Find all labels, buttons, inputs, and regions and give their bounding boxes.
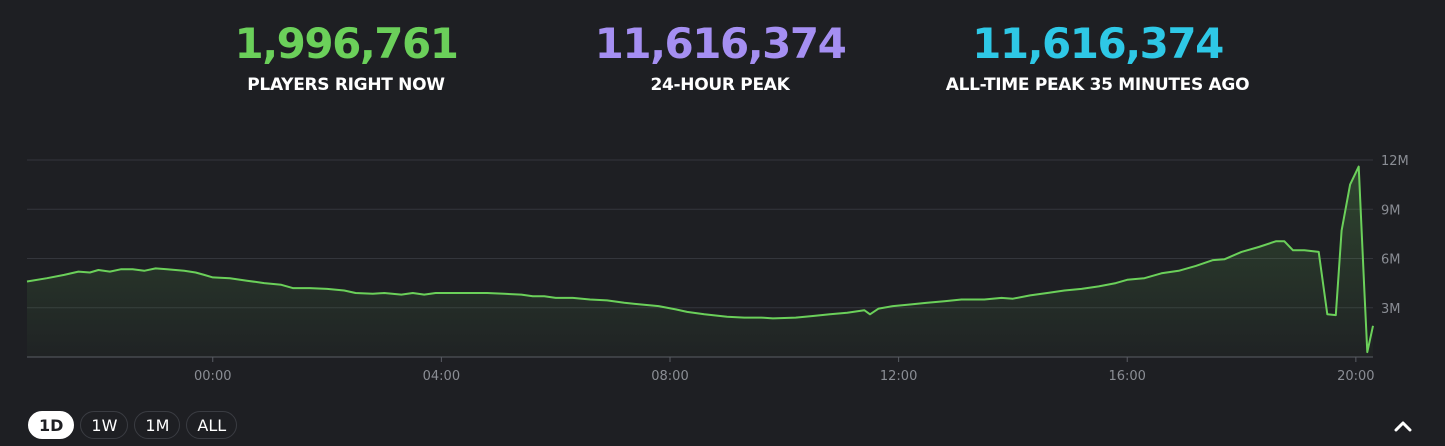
y-tick-label: 9M — [1381, 203, 1401, 218]
player-count-chart: 00:00 04:00 08:00 12:00 16:00 20:00 12M 9M 6M 3M — [26, 154, 1409, 384]
players-now-label: PLAYERS RIGHT NOW — [247, 75, 445, 95]
chart-area-layer — [27, 166, 1373, 357]
player-count-area — [27, 166, 1373, 357]
all-time-peak-stat: 11,616,374 ALL-TIME PEAK 35 MINUTES AGO — [935, 18, 1260, 95]
y-tick-label: 12M — [1381, 154, 1409, 169]
y-axis: 12M 9M 6M 3M — [1381, 154, 1409, 317]
x-tick-label: 08:00 — [651, 369, 688, 384]
peak-24h-label: 24-HOUR PEAK — [650, 75, 790, 95]
range-button-all[interactable]: ALL — [186, 411, 238, 439]
chart-line-layer — [26, 165, 1374, 354]
peak-24h-stat: 11,616,374 24-HOUR PEAK — [590, 18, 850, 95]
x-tick-label: 16:00 — [1108, 369, 1145, 384]
player-count-line — [26, 165, 1374, 354]
chevron-up-icon[interactable] — [1391, 414, 1415, 438]
x-tick-label: 12:00 — [880, 369, 917, 384]
players-now-stat: 1,996,761 PLAYERS RIGHT NOW — [226, 18, 466, 95]
range-button-1w[interactable]: 1W — [80, 411, 129, 439]
y-tick-label: 3M — [1381, 302, 1401, 317]
range-button-1d[interactable]: 1D — [28, 411, 75, 439]
all-time-peak-value: 11,616,374 — [972, 19, 1224, 68]
x-axis: 00:00 04:00 08:00 12:00 16:00 20:00 — [194, 357, 1375, 384]
peak-24h-value: 11,616,374 — [594, 19, 847, 68]
players-now-value: 1,996,761 — [234, 19, 459, 68]
x-tick-label: 20:00 — [1337, 369, 1374, 384]
range-button-1m[interactable]: 1M — [134, 411, 181, 439]
x-tick-label: 00:00 — [194, 369, 231, 384]
time-range-selector: 1D 1W 1M ALL — [28, 411, 238, 439]
x-tick-label: 04:00 — [423, 369, 460, 384]
y-tick-label: 6M — [1381, 253, 1401, 268]
all-time-peak-label: ALL-TIME PEAK 35 MINUTES AGO — [945, 75, 1250, 95]
